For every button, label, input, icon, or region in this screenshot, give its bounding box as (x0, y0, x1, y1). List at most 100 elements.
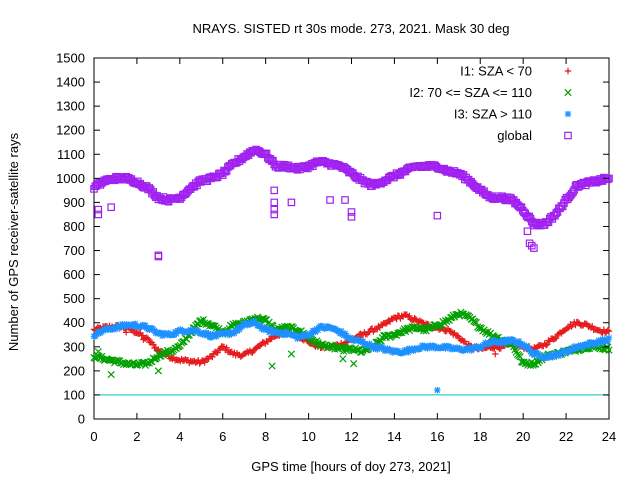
series-3-point (236, 155, 245, 163)
series-3-point (507, 194, 515, 203)
series-0-point (411, 314, 418, 322)
y-tick-label: 800 (63, 219, 85, 234)
y-tick-label: 300 (63, 339, 85, 354)
series-1-point (261, 316, 269, 324)
series-3-point (146, 185, 155, 194)
series-2-point (519, 340, 526, 348)
y-axis-label: Number of GPS receiver-satellite rays (6, 132, 21, 351)
chart-title: NRAYS. SISTED rt 30s mode. 273, 2021. Ma… (193, 21, 510, 36)
x-tick-label: 12 (344, 429, 358, 444)
y-tick-label: 1200 (56, 123, 85, 138)
x-tick-label: 0 (90, 429, 97, 444)
series-2-point (525, 345, 533, 352)
series-3-point (479, 188, 487, 197)
y-tick-label: 600 (63, 267, 85, 282)
series-2-point (514, 340, 521, 347)
series-2-point (233, 327, 241, 335)
series-0-outlier (140, 336, 147, 343)
x-tick-label: 8 (262, 429, 269, 444)
legend-label: global (497, 128, 532, 143)
series-3-point (356, 173, 365, 182)
series-2-point (170, 331, 178, 339)
series-1-outlier (154, 367, 162, 375)
series-0-outlier (492, 350, 499, 358)
series-2-point (430, 342, 438, 350)
series-2-point (251, 318, 259, 325)
series-0-point (551, 335, 559, 343)
series-3-point (459, 171, 468, 179)
series-0-point (564, 325, 571, 332)
series-2-point (599, 336, 606, 343)
series-2-point (523, 342, 530, 350)
legend-marker (564, 131, 572, 140)
x-tick-label: 20 (516, 429, 530, 444)
series-3-point (176, 195, 185, 203)
legend: I1: SZA < 70 I2: 70 <= SZA <= 110 I3: SZA … (409, 64, 572, 143)
y-tick-label: 1300 (56, 99, 85, 114)
series-3-point (221, 167, 230, 176)
series-2-point (565, 348, 573, 356)
series-2-point (399, 349, 407, 356)
series-1-outlier (287, 350, 296, 358)
series-3-point (235, 157, 244, 166)
x-tick-label: 6 (219, 429, 226, 444)
series-3-point (189, 181, 197, 190)
series-0-point (605, 327, 613, 335)
series-2-point (115, 322, 122, 329)
series-2-point (605, 334, 613, 342)
series-3-outlier (270, 205, 279, 214)
series-0-point (144, 335, 152, 342)
series-2-point (497, 340, 505, 347)
series-2-point (142, 322, 149, 329)
x-tick-label: 4 (176, 429, 183, 444)
series-2-point (596, 340, 604, 347)
series-0-point (553, 334, 560, 342)
series-3-outlier (107, 203, 115, 212)
series-2-point (202, 329, 210, 336)
series-0-point (223, 344, 230, 351)
series-2-point (569, 346, 577, 353)
series-1-point (408, 323, 416, 331)
series-2-point (112, 325, 120, 333)
series-3-point (145, 184, 154, 192)
series-0-point (201, 359, 208, 366)
x-tick-label: 16 (430, 429, 444, 444)
series-3-outlier (433, 211, 442, 220)
series-3-point (179, 191, 187, 199)
series-3-point (321, 158, 330, 166)
series-2-point (312, 328, 319, 336)
series-3-outlier (341, 196, 349, 204)
series-3-point (379, 178, 388, 187)
x-tick-label: 2 (133, 429, 140, 444)
series-2-point (173, 330, 180, 337)
y-tick-label: 200 (63, 363, 85, 378)
series-2-point (371, 342, 378, 349)
series-2-point (294, 335, 301, 342)
series-0-point (406, 312, 413, 320)
y-tick-label: 100 (63, 387, 85, 402)
series-2-point (571, 343, 578, 350)
series-1-outlier (94, 347, 102, 356)
legend-marker (564, 67, 572, 75)
y-tick-label: 0 (78, 412, 85, 427)
series-1-point (147, 357, 155, 366)
series-3-outlier (287, 198, 296, 207)
series-3-outlier (270, 198, 279, 207)
series-2-point (132, 320, 139, 327)
series-3-point (524, 213, 532, 222)
series-0-outlier (122, 329, 130, 336)
x-tick-label: 24 (602, 429, 616, 444)
series-1-outlier (268, 362, 276, 370)
series-2-point (500, 336, 507, 344)
series-2-point (410, 347, 417, 354)
series-2-point (585, 342, 592, 350)
series-2-point (591, 341, 599, 348)
series-3 (90, 145, 613, 261)
series-2-point (151, 327, 158, 335)
series-2-point (389, 349, 396, 356)
series-2-point (549, 354, 556, 361)
series-3-outlier (154, 252, 163, 261)
series-1-outlier (107, 370, 115, 379)
y-tick-label: 900 (63, 195, 85, 210)
series-0-point (209, 353, 216, 361)
